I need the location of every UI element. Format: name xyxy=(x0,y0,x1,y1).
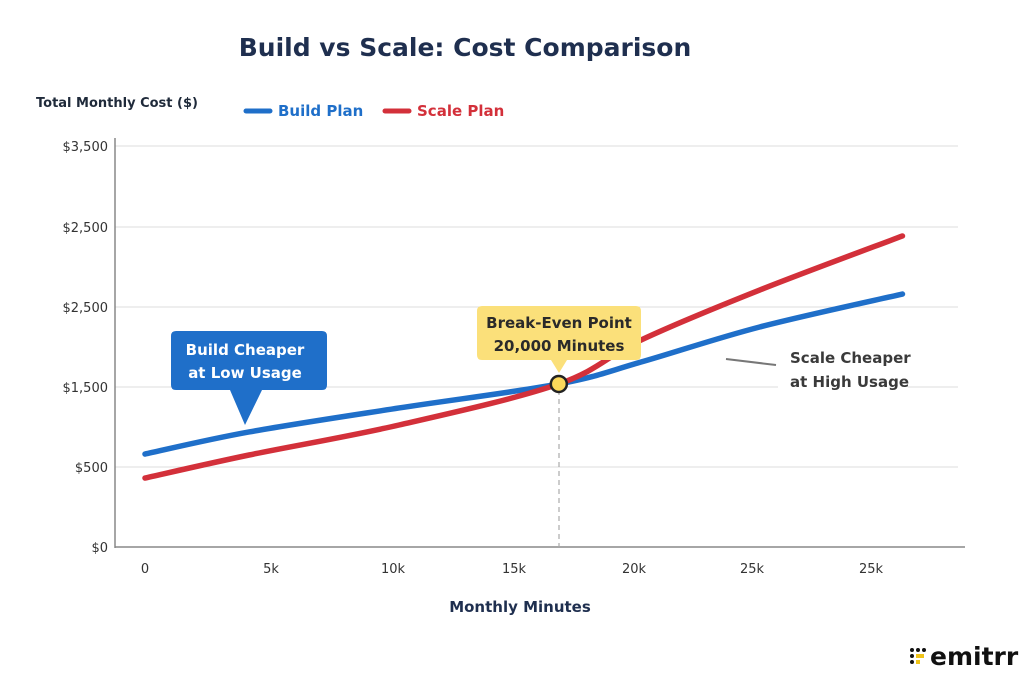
emitrr-logo-mark xyxy=(910,648,926,664)
x-axis-label: Monthly Minutes xyxy=(449,598,591,616)
y-tick-label: $500 xyxy=(75,461,108,476)
chart-title: Build vs Scale: Cost Comparison xyxy=(239,33,692,62)
scale-cheaper-annotation: Scale Cheaper at High Usage xyxy=(725,343,911,395)
y-tick-label: $2,500 xyxy=(63,221,109,236)
break-even-marker xyxy=(549,374,569,394)
legend: Build Plan Scale Plan xyxy=(243,102,504,120)
break-even-line1: Break-Even Point xyxy=(486,314,632,332)
y-tick-label: $3,500 xyxy=(63,140,109,155)
scale-cheaper-line1: Scale Cheaper xyxy=(790,349,911,367)
x-tick-label: 25k xyxy=(740,562,765,577)
build-cheaper-line1: Build Cheaper xyxy=(186,341,305,359)
x-tick-label: 10k xyxy=(381,562,406,577)
x-tick-label: 0 xyxy=(141,562,149,577)
y-axis-label: Total Monthly Cost ($) xyxy=(36,96,198,111)
break-even-line2: 20,000 Minutes xyxy=(494,337,625,355)
scale-cheaper-line2: at High Usage xyxy=(790,373,909,391)
legend-label-scale: Scale Plan xyxy=(417,102,504,120)
emitrr-logo-text: emitrr xyxy=(930,642,1019,671)
y-ticks: $0 $500 $1,500 $2,500 $2,500 $3,500 xyxy=(63,140,109,556)
x-tick-label: 20k xyxy=(622,562,647,577)
y-tick-label: $0 xyxy=(91,541,108,556)
y-tick-label: $2,500 xyxy=(63,301,109,316)
x-tick-label: 5k xyxy=(263,562,279,577)
emitrr-logo: emitrr xyxy=(910,642,1019,671)
legend-label-build: Build Plan xyxy=(278,102,363,120)
break-even-box xyxy=(477,306,641,373)
x-tick-label: 15k xyxy=(502,562,527,577)
scale-cheaper-bg xyxy=(778,343,908,395)
build-cheaper-box xyxy=(171,331,327,425)
y-tick-label: $1,500 xyxy=(63,381,109,396)
x-ticks: 0 5k 10k 15k 20k 25k 25k xyxy=(141,562,884,577)
build-cheaper-line2: at Low Usage xyxy=(188,364,302,382)
build-cheaper-callout: Build Cheaper at Low Usage xyxy=(171,331,327,425)
x-tick-label: 25k xyxy=(859,562,884,577)
scale-cheaper-pointer xyxy=(725,358,777,366)
break-even-callout: Break-Even Point 20,000 Minutes xyxy=(477,306,641,373)
